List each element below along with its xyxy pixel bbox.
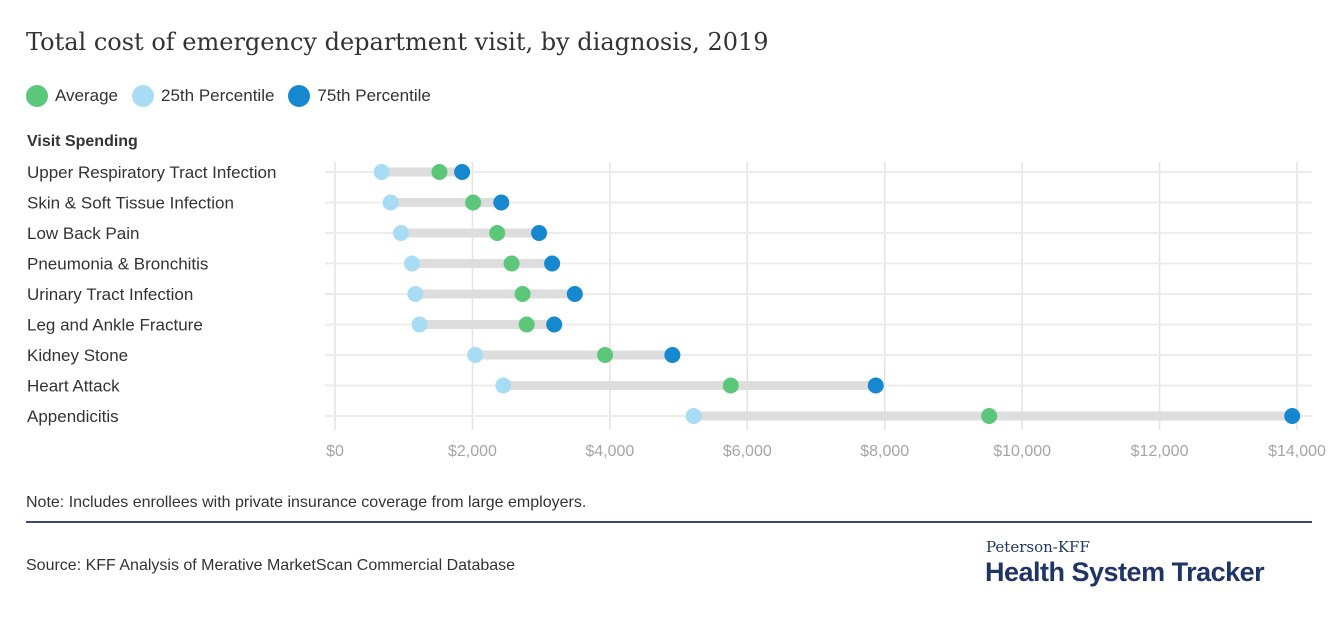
dot-25th-percentile [467, 347, 484, 363]
dot-average [597, 347, 614, 363]
dot-25th-percentile [411, 316, 428, 333]
dot-25th-percentile [382, 194, 399, 211]
x-tick-label: $0 [326, 443, 344, 460]
dot-25th-percentile [392, 225, 409, 241]
dot-75th-percentile [566, 286, 583, 302]
dot-25th-percentile [373, 164, 390, 180]
dot-average [514, 286, 531, 302]
dot-average [465, 194, 482, 211]
dot-average [518, 316, 535, 333]
legend-swatch-average [26, 85, 48, 107]
legend: Average 25th Percentile 75th Percentile [26, 85, 431, 107]
dot-average [431, 164, 448, 180]
category-label: Skin & Soft Tissue Infection [27, 194, 234, 213]
dot-75th-percentile [544, 255, 561, 272]
x-tick-label: $10,000 [993, 443, 1051, 460]
dot-75th-percentile [664, 347, 681, 363]
chart-subtitle: Visit Spending [27, 133, 138, 150]
legend-label: 25th Percentile [161, 86, 275, 105]
legend-label: Average [55, 86, 119, 105]
note: Note: Includes enrollees with private in… [26, 494, 587, 511]
dot-75th-percentile [1284, 408, 1301, 424]
x-tick-label: $6,000 [723, 443, 772, 460]
category-label: Low Back Pain [27, 224, 139, 243]
legend-swatch-25th [132, 85, 155, 107]
dot-average [503, 255, 520, 272]
dot-75th-percentile [546, 316, 563, 333]
dot-average [489, 225, 506, 241]
category-label: Appendicitis [27, 407, 119, 426]
legend-item-75th: 75th Percentile [288, 85, 431, 107]
x-tick-label: $2,000 [448, 443, 497, 460]
dot-75th-percentile [454, 164, 471, 180]
brand-logo-line2: Health System Tracker [985, 557, 1265, 587]
category-label: Upper Respiratory Tract Infection [27, 163, 276, 182]
legend-item-average: Average [26, 85, 118, 107]
x-tick-label: $14,000 [1268, 443, 1326, 460]
x-tick-label: $4,000 [585, 443, 634, 460]
dot-75th-percentile [493, 194, 510, 211]
source: Source: KFF Analysis of Merative MarketS… [26, 557, 516, 574]
x-tick-label: $12,000 [1131, 443, 1189, 460]
plot-area: $0 $2,000 $4,000 $6,000 $8,000 $10,000 $12,000… [27, 162, 1326, 460]
x-tick-label: $8,000 [860, 443, 909, 460]
divider [26, 521, 1312, 523]
dot-75th-percentile [867, 377, 884, 394]
dot-average [722, 377, 739, 394]
legend-swatch-75th [288, 85, 311, 107]
dot-75th-percentile [531, 225, 548, 241]
dot-25th-percentile [403, 255, 420, 272]
legend-item-25th: 25th Percentile [132, 85, 274, 107]
category-label: Kidney Stone [27, 346, 128, 365]
category-label: Leg and Ankle Fracture [27, 316, 203, 335]
brand-logo-line1: Peterson-KFF [986, 538, 1090, 556]
category-label: Heart Attack [27, 377, 120, 396]
dot-25th-percentile [407, 286, 424, 302]
category-label: Urinary Tract Infection [27, 285, 193, 304]
dot-25th-percentile [685, 408, 702, 424]
legend-label: 75th Percentile [317, 86, 431, 105]
category-label: Pneumonia & Bronchitis [27, 255, 208, 274]
chart-title: Total cost of emergency department visit… [26, 28, 769, 56]
dot-average [981, 408, 998, 424]
dot-25th-percentile [495, 377, 512, 394]
